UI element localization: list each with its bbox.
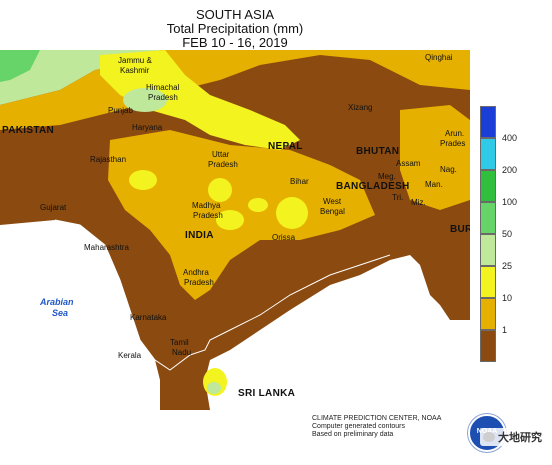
credit-line-1: CLIMATE PREDICTION CENTER, NOAA [312, 415, 442, 422]
credit-block: CLIMATE PREDICTION CENTER, NOAA Computer… [312, 415, 441, 439]
label-madhya-1: Madhya [192, 201, 221, 210]
legend-swatch [480, 234, 496, 266]
label-assam: Assam [396, 159, 421, 168]
label-himachal-2: Pradesh [148, 93, 178, 102]
label-punjab: Punjab [108, 106, 133, 115]
map-title-product: Total Precipitation (mm) [166, 21, 304, 36]
label-nepal: NEPAL [268, 141, 303, 152]
label-meg: Meg. [378, 172, 396, 181]
label-uttar-1: Uttar [212, 150, 230, 159]
legend-swatch [480, 138, 496, 170]
label-tamil-1: Tamil [170, 338, 189, 347]
label-madhya-2: Pradesh [193, 211, 223, 220]
label-qinghai: Qinghai [425, 53, 453, 62]
precip-area-10-mp [216, 210, 244, 230]
label-andhra-1: Andhra [183, 268, 209, 277]
credit-line-2: Computer generated contours [312, 423, 405, 430]
precip-area-1-northeast [400, 105, 470, 210]
label-sri-lanka: SRI LANKA [238, 388, 295, 399]
bay-of-bengal [205, 255, 470, 410]
map-title-period: FEB 10 - 16, 2019 [182, 35, 288, 50]
label-andhra-2: Pradesh [184, 278, 214, 287]
legend-label: 50 [502, 229, 513, 239]
label-kerala: Kerala [118, 351, 142, 360]
label-pakistan: PAKISTAN [2, 125, 54, 136]
precip-area-50-b [0, 50, 40, 82]
label-gujarat: Gujarat [40, 203, 67, 212]
label-jammu-kashmir-2: Kashmir [120, 66, 150, 75]
map-title-region: SOUTH ASIA [195, 7, 275, 22]
legend-label: 100 [502, 197, 518, 207]
legend-swatch [480, 170, 496, 202]
label-bangladesh: BANGLADESH [336, 181, 410, 192]
precip-area-10-raj [129, 170, 157, 190]
label-tamil-2: Nadu [172, 348, 191, 357]
coast-line [54, 219, 391, 371]
label-arun-2: Prades [440, 139, 465, 148]
legend-swatch [480, 202, 496, 234]
arabian-sea [0, 220, 160, 410]
legend-swatch [480, 330, 496, 362]
precip-area-25-srilanka [207, 382, 221, 394]
label-xizang: Xizang [348, 103, 372, 112]
label-rajasthan: Rajasthan [90, 155, 126, 164]
precip-area-25-himachal [123, 88, 167, 112]
precipitation-map: Jammu & Kashmir Himachal Pradesh Punjab … [0, 50, 470, 410]
label-west-2: Bengal [320, 207, 345, 216]
label-tri: Tri. [392, 193, 403, 202]
label-bihar: Bihar [290, 177, 309, 186]
watermark: 大地研究 [480, 428, 545, 446]
precip-area-10-mp2 [248, 198, 268, 212]
legend-label: 25 [502, 261, 513, 271]
legend-label: 1 [502, 325, 508, 335]
label-jammu-kashmir-1: Jammu & [118, 56, 152, 65]
label-haryana: Haryana [132, 123, 163, 132]
wechat-icon [483, 432, 495, 442]
label-india: INDIA [185, 230, 214, 241]
precipitation-legend: 400 200 100 50 25 10 1 [480, 106, 540, 362]
label-west-1: West [323, 197, 342, 206]
label-karnataka: Karnataka [130, 313, 167, 322]
label-arabian-sea-2: Sea [52, 308, 68, 318]
label-uttar-2: Pradesh [208, 160, 238, 169]
label-bhutan: BHUTAN [356, 146, 399, 157]
label-orissa: Orissa [272, 233, 296, 242]
label-bur: BUR [450, 224, 470, 235]
precip-area-10-up [208, 178, 232, 202]
label-man: Man. [425, 180, 443, 189]
label-nag: Nag. [440, 165, 457, 174]
legend-label: 400 [502, 133, 518, 143]
legend-label: 10 [502, 293, 513, 303]
label-himachal-1: Himachal [146, 83, 180, 92]
legend-swatch [480, 298, 496, 330]
label-arun-1: Arun. [445, 129, 464, 138]
watermark-text: 大地研究 [498, 432, 542, 444]
legend-label: 200 [502, 165, 518, 175]
label-miz: Miz. [411, 198, 426, 207]
precip-area-10-himalaya [100, 50, 300, 150]
credit-line-3: Based on preliminary data [312, 431, 394, 438]
precip-area-10-orissa [276, 197, 308, 229]
label-arabian-sea-1: Arabian [39, 297, 74, 307]
legend-swatch [480, 266, 496, 298]
label-maharashtra: Maharashtra [84, 243, 129, 252]
legend-swatch [480, 106, 496, 138]
